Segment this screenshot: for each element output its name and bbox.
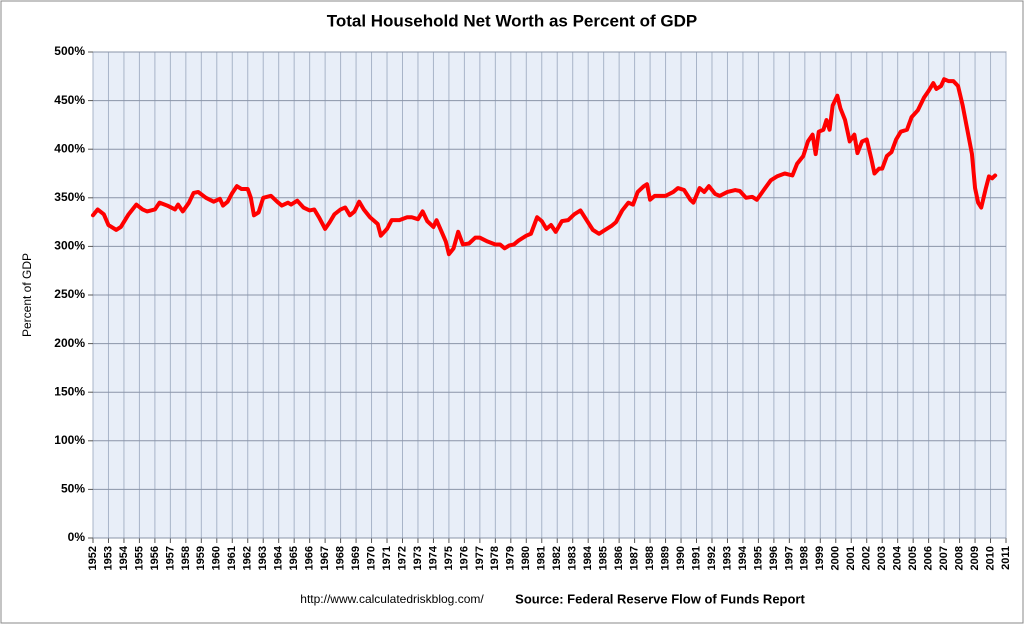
x-tick-label: 1966 [304, 546, 316, 570]
y-tick-label: 450% [54, 93, 85, 107]
x-tick-label: 2002 [861, 546, 873, 570]
x-tick-label: 1973 [412, 546, 424, 570]
x-tick-label: 1957 [164, 546, 176, 570]
x-tick-label: 1985 [598, 546, 610, 570]
x-tick-label: 1978 [489, 546, 501, 570]
x-tick-label: 2001 [845, 546, 857, 570]
y-axis-label: Percent of GDP [20, 253, 34, 337]
x-tick-label: 1992 [706, 546, 718, 570]
x-tick-label: 1988 [644, 546, 656, 570]
chart-title: Total Household Net Worth as Percent of … [327, 11, 698, 30]
x-tick-label: 1961 [226, 546, 238, 570]
x-tick-label: 1952 [87, 546, 99, 570]
x-tick-label: 2006 [923, 546, 935, 570]
x-tick-label: 1958 [180, 546, 192, 570]
x-tick-label: 1970 [365, 546, 377, 570]
x-tick-label: 1959 [195, 546, 207, 570]
x-tick-label: 2009 [969, 546, 981, 570]
x-tick-label: 1982 [551, 546, 563, 570]
x-tick-label: 2003 [876, 546, 888, 570]
x-tick-label: 1995 [752, 546, 764, 570]
x-tick-label: 1953 [102, 546, 114, 570]
x-tick-label: 2000 [830, 546, 842, 570]
x-tick-label: 1967 [319, 546, 331, 570]
x-tick-label: 1976 [458, 546, 470, 570]
x-tick-label: 1974 [427, 545, 439, 570]
source-url: http://www.calculatedriskblog.com/ [300, 592, 484, 606]
x-tick-label: 1960 [211, 546, 223, 570]
x-tick-label: 2010 [984, 546, 996, 570]
x-tick-label: 1980 [520, 546, 532, 570]
source: Source: Federal Reserve Flow of Funds Re… [515, 591, 805, 606]
x-tick-label: 1977 [474, 546, 486, 570]
x-tick-label: 1998 [799, 546, 811, 570]
x-tick-label: 1962 [242, 546, 254, 570]
x-tick-label: 1968 [334, 546, 346, 570]
y-tick-label: 50% [61, 482, 85, 496]
x-tick-label: 1997 [783, 546, 795, 570]
x-tick-label: 1979 [505, 546, 517, 570]
y-tick-label: 250% [54, 287, 85, 301]
y-tick-label: 300% [54, 239, 85, 253]
x-tick-label: 2004 [892, 545, 904, 570]
x-tick-label: 1994 [737, 545, 749, 570]
line-series [91, 77, 998, 257]
x-tick-label: 1991 [690, 546, 702, 570]
x-tick-label: 1990 [675, 546, 687, 570]
x-tick-label: 1984 [582, 545, 594, 570]
x-tick-label: 1987 [629, 546, 641, 570]
y-tick-label: 200% [54, 336, 85, 350]
x-tick-label: 1989 [659, 546, 671, 570]
x-tick-label: 1971 [381, 546, 393, 570]
y-tick-label: 150% [54, 384, 85, 398]
x-tick-label: 1983 [567, 546, 579, 570]
x-tick-label: 1981 [536, 546, 548, 570]
x-tick-label: 1999 [814, 546, 826, 570]
x-tick-label: 1955 [133, 546, 145, 570]
x-tick-label: 1963 [257, 546, 269, 570]
x-tick-label: 1956 [149, 546, 161, 570]
x-tick-label: 2007 [938, 546, 950, 570]
y-tick-label: 100% [54, 433, 85, 447]
x-tick-label: 1964 [273, 545, 285, 570]
y-tick-label: 400% [54, 141, 85, 155]
x-tick-label: 1954 [118, 545, 130, 570]
x-tick-label: 1969 [350, 546, 362, 570]
x-tick-label: 1986 [613, 546, 625, 570]
y-tick-label: 500% [54, 44, 85, 58]
y-tick-label: 350% [54, 190, 85, 204]
y-tick-label: 0% [68, 530, 86, 544]
x-tick-label: 1993 [721, 546, 733, 570]
x-tick-label: 1996 [768, 546, 780, 570]
x-tick-label: 2005 [907, 546, 919, 570]
x-tick-label: 2008 [953, 546, 965, 570]
x-tick-label: 1975 [443, 546, 455, 570]
x-tick-label: 2011 [1000, 546, 1012, 570]
x-tick-label: 1965 [288, 546, 300, 570]
x-tick-label: 1972 [396, 546, 408, 570]
